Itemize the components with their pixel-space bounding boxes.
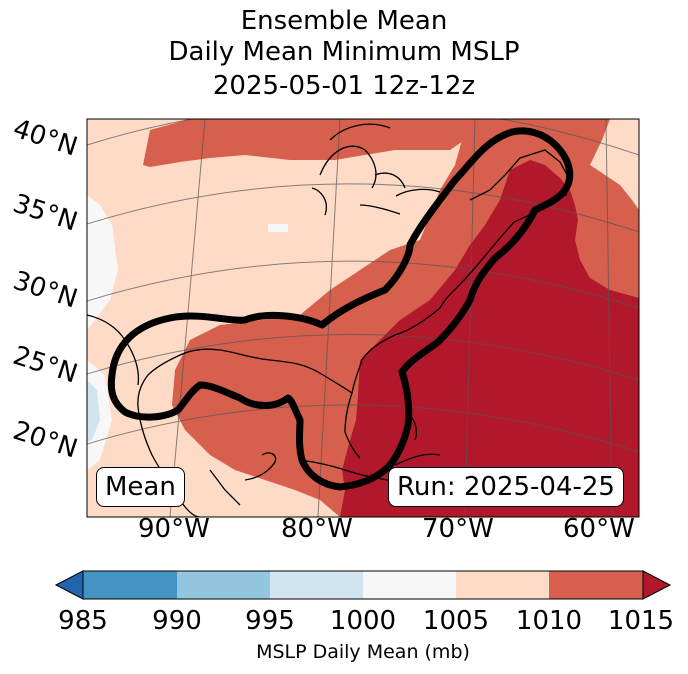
colorbar-bin-1005-1010: [456, 571, 549, 599]
title-line-1: Ensemble Mean: [240, 6, 448, 36]
lon-label-60w: 60°W: [563, 514, 635, 544]
lon-label-70w: 70°W: [422, 514, 494, 544]
colorbar-bin-990-995: [177, 571, 270, 599]
title-line-3: 2025-05-01 12z-12z: [212, 71, 476, 101]
field-1000-1005: [87, 195, 118, 330]
title-line-2: Daily Mean Minimum MSLP: [168, 37, 520, 67]
colorbar-extend-low: [54, 570, 84, 600]
lon-label-80w: 80°W: [281, 514, 353, 544]
contour-outline: [107, 127, 574, 491]
field-above-1015: [340, 160, 639, 517]
colorbar-bin-995-1000: [270, 571, 363, 599]
field-995-1000: [87, 380, 100, 442]
field-1010-1015-north: [143, 119, 472, 167]
mean-box: Mean: [96, 467, 185, 507]
colorbar-tick-985: 985: [58, 606, 108, 636]
map-frame: [86, 118, 640, 518]
run-date-box: Run: 2025-04-25: [388, 467, 624, 507]
colorbar-bin-1010-1015: [549, 571, 643, 599]
colorbar-tick-1015: 1015: [607, 606, 675, 636]
colorbar-tick-990: 990: [152, 606, 202, 636]
colorbar-bin-1000-1005: [363, 571, 456, 599]
colorbar-frame: [82, 570, 644, 600]
colorbar-extend-high: [642, 570, 672, 600]
colorbar-label: MSLP Daily Mean (mb): [256, 641, 470, 663]
colorbar-tick-995: 995: [245, 606, 295, 636]
colorbar-bin-985-990: [83, 571, 177, 599]
lon-label-90w: 90°W: [138, 514, 210, 544]
colorbar-tick-1010: 1010: [515, 606, 583, 636]
colorbar-tick-1005: 1005: [422, 606, 490, 636]
field-1000-1005-spot: [268, 224, 288, 232]
colorbar-tick-1000: 1000: [329, 606, 397, 636]
